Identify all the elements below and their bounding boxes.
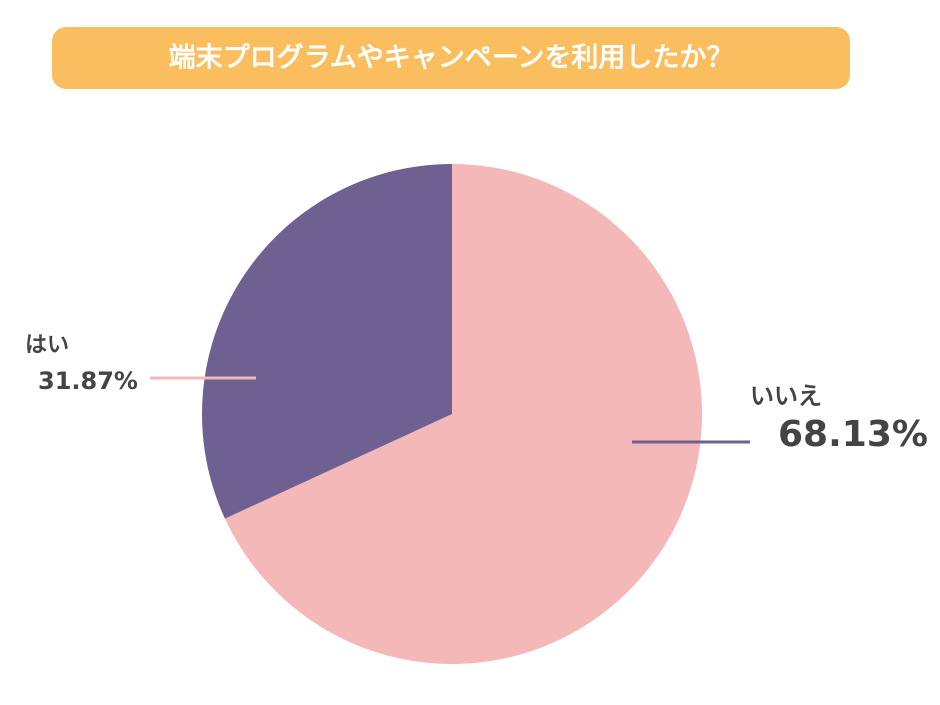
slice-label: いいえ: [750, 382, 822, 410]
value-label: 68.13%: [778, 414, 928, 455]
value-label: 31.87%: [38, 367, 138, 395]
title-box: [52, 27, 850, 89]
slice-label: はい: [25, 333, 69, 358]
pie-slice: [224, 164, 702, 665]
chart-title: 端末プログラムやキャンペーンを利用したか？: [169, 42, 734, 74]
pie-slice: [201, 164, 452, 519]
